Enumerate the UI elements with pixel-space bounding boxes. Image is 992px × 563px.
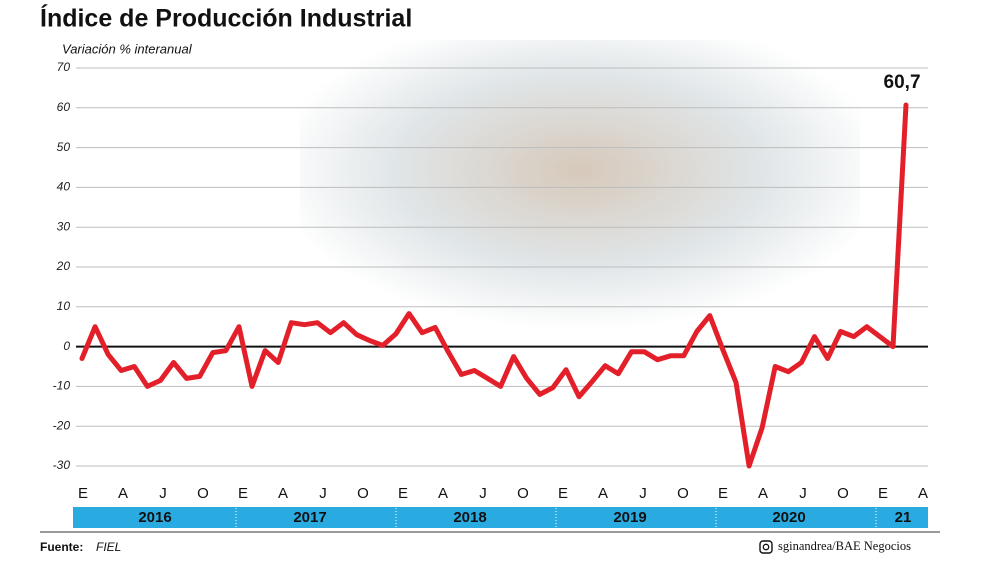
background-photo [300, 40, 860, 330]
x-tick-label: E [558, 485, 568, 502]
x-tick-label: A [598, 485, 608, 502]
year-label: 2017 [293, 509, 326, 526]
year-label: 2020 [772, 509, 805, 526]
x-axis: E A J O E A J O E A J O E A J O E A J O E A 2016 2017 2018 2019 20… [78, 485, 928, 527]
x-tick-label: E [718, 485, 728, 502]
x-tick-label: J [319, 485, 327, 502]
y-tick-label: 50 [57, 140, 71, 154]
x-tick-label: O [357, 485, 369, 502]
x-tick-label: J [479, 485, 487, 502]
x-tick-label: A [118, 485, 128, 502]
source: FIEL [96, 540, 121, 554]
x-tick-label: J [639, 485, 647, 502]
y-tick-label: -20 [53, 418, 71, 432]
y-tick-label: 10 [57, 299, 71, 313]
y-tick-label: 0 [63, 339, 70, 353]
x-tick-label: O [677, 485, 689, 502]
x-tick-label: O [197, 485, 209, 502]
x-tick-label: E [78, 485, 88, 502]
year-label: 2018 [453, 509, 486, 526]
chart-subtitle: Variación % interanual [62, 41, 193, 56]
credit: sginandrea/BAE Negocios [778, 539, 911, 553]
data-label: 60,7 [884, 72, 921, 93]
y-tick-label: -30 [53, 458, 71, 472]
y-tick-label: 70 [57, 60, 71, 74]
x-tick-label: A [918, 485, 928, 502]
x-tick-label: E [878, 485, 888, 502]
instagram-icon [759, 540, 773, 554]
data-line [79, 102, 909, 469]
x-tick-label: A [758, 485, 768, 502]
x-tick-label: E [398, 485, 408, 502]
x-tick-label: J [159, 485, 167, 502]
x-tick-label: J [799, 485, 807, 502]
x-tick-label: O [837, 485, 849, 502]
year-band [73, 507, 928, 528]
chart-title: Índice de Producción Industrial [40, 4, 412, 33]
instagram-icon-lens [762, 543, 770, 551]
x-tick-label: A [278, 485, 288, 502]
year-label: 2016 [138, 509, 171, 526]
y-tick-label: 20 [56, 259, 71, 273]
grid: -30 -20 -10 0 10 20 30 40 50 60 70 [53, 60, 928, 472]
year-label: 2019 [613, 509, 646, 526]
source-label: Fuente: [40, 540, 83, 554]
plot: 60,7 [79, 72, 921, 469]
y-tick-label: -10 [53, 379, 71, 393]
x-tick-label: O [517, 485, 529, 502]
x-tick-label: E [238, 485, 248, 502]
y-tick-label: 60 [57, 100, 71, 114]
y-tick-label: 30 [57, 219, 71, 233]
year-label: 21 [895, 509, 912, 526]
x-tick-label: A [438, 485, 448, 502]
y-tick-label: 40 [57, 180, 71, 194]
